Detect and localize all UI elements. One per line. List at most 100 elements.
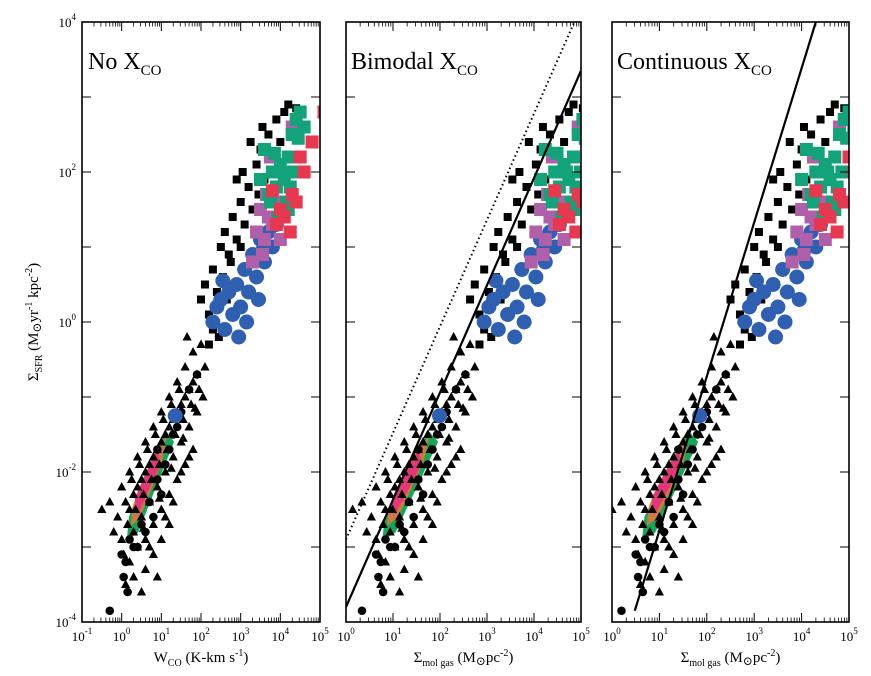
x-tick-label: 101 xyxy=(153,626,171,644)
triangle-point xyxy=(687,489,698,498)
triangle-point xyxy=(645,489,655,498)
green-square-point xyxy=(837,113,849,126)
x-tick-label: 102 xyxy=(431,626,449,644)
square-point xyxy=(238,168,247,176)
triangle-point xyxy=(144,459,155,468)
triangle-point xyxy=(427,422,438,431)
triangle-point xyxy=(140,534,151,543)
square-point xyxy=(569,100,578,109)
circle-point xyxy=(184,385,194,394)
triangle-point xyxy=(134,459,145,468)
square-point xyxy=(240,220,249,229)
triangle-point xyxy=(97,504,107,513)
triangle-point xyxy=(444,414,454,423)
square-point xyxy=(220,228,229,236)
red-square-point xyxy=(842,150,849,164)
red-square-point xyxy=(265,184,279,198)
square-point xyxy=(197,295,205,304)
square-point xyxy=(284,100,293,109)
circle-point xyxy=(640,535,650,544)
triangle-point xyxy=(132,482,143,491)
triangle-point xyxy=(176,467,186,476)
circle-point xyxy=(617,606,626,616)
magenta-square-point xyxy=(785,255,799,269)
triangle-point xyxy=(635,497,646,506)
square-point xyxy=(750,243,759,251)
triangle-point xyxy=(180,392,190,401)
triangle-point xyxy=(678,407,688,416)
square-point xyxy=(224,250,233,259)
circle-point xyxy=(121,557,130,567)
square-point xyxy=(769,175,778,184)
y-tick-label: 10-2 xyxy=(56,462,77,480)
circle-point xyxy=(161,460,170,469)
square-point xyxy=(276,138,285,146)
triangle-point xyxy=(200,362,210,371)
square-point xyxy=(785,138,794,146)
green-square-point xyxy=(840,131,849,145)
triangle-point xyxy=(652,459,662,468)
triangle-point xyxy=(631,534,641,543)
triangle-point xyxy=(714,399,724,408)
red-square-point xyxy=(581,151,594,164)
triangle-point xyxy=(706,459,717,468)
circle-point xyxy=(192,370,202,379)
red-square-point xyxy=(830,225,844,239)
triangle-point xyxy=(178,414,188,423)
blue-circle-point xyxy=(167,408,183,424)
triangle-point xyxy=(704,433,714,442)
triangle-point xyxy=(184,452,194,461)
triangle-point xyxy=(128,489,139,498)
triangle-point xyxy=(631,482,641,491)
green-square-point xyxy=(586,121,599,134)
circle-point xyxy=(423,460,433,469)
triangle-point xyxy=(687,519,698,528)
x-tick-label: 101 xyxy=(651,626,669,644)
square-point xyxy=(228,213,237,221)
square-point xyxy=(764,213,773,221)
square-point xyxy=(807,130,816,139)
square-point xyxy=(254,190,263,199)
triangle-point xyxy=(182,332,192,341)
blue-circle-point xyxy=(239,314,255,330)
square-point xyxy=(484,288,493,296)
triangle-point xyxy=(458,403,468,412)
triangle-point xyxy=(640,467,650,476)
triangle-point xyxy=(366,512,376,521)
triangle-point xyxy=(180,362,190,371)
square-point xyxy=(244,183,253,191)
triangle-point xyxy=(430,463,440,472)
triangle-point xyxy=(678,504,688,513)
square-point xyxy=(513,243,522,251)
circle-point xyxy=(371,550,381,559)
square-point xyxy=(534,190,543,199)
triangle-point xyxy=(669,452,679,461)
blue-circle-point xyxy=(770,299,786,315)
square-point xyxy=(531,160,540,169)
green-square-point xyxy=(267,146,281,160)
triangle-point xyxy=(166,399,176,408)
triangle-point xyxy=(673,572,683,581)
circle-point xyxy=(418,490,428,499)
red-square-point xyxy=(837,195,849,209)
triangle-point xyxy=(612,504,617,513)
green-square-point xyxy=(806,195,820,209)
circle-point xyxy=(390,542,400,552)
circle-point xyxy=(432,430,442,439)
square-point xyxy=(735,310,744,319)
green-square-point xyxy=(828,150,842,164)
circle-point xyxy=(659,527,669,537)
triangle-point xyxy=(144,542,155,551)
green-square-point xyxy=(291,131,305,145)
x-tick-label: 105 xyxy=(572,626,590,644)
triangle-point xyxy=(423,512,433,521)
triangle-point xyxy=(390,452,400,461)
circle-point xyxy=(378,587,388,597)
x-axis-label: Σmol gas (M⊙pc-2) xyxy=(681,648,781,669)
blue-circle-point xyxy=(251,292,267,307)
triangle-point xyxy=(402,444,412,453)
triangle-point xyxy=(465,339,475,348)
triangle-point xyxy=(136,474,147,483)
square-point xyxy=(776,168,785,176)
triangle-point xyxy=(394,587,405,596)
